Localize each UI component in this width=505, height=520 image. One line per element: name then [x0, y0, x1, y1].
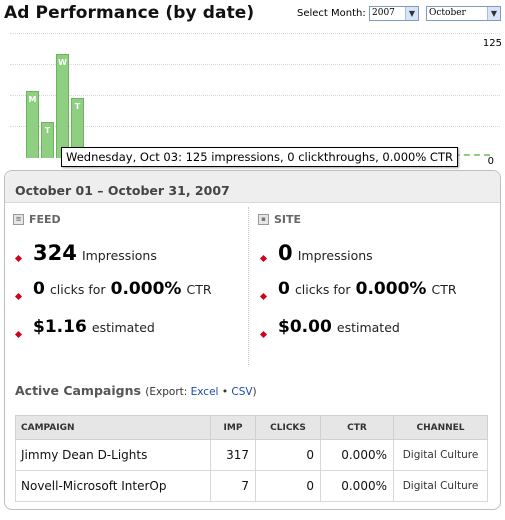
site-clicks-value: 0: [278, 279, 290, 299]
site-estimated-value: $0.00: [278, 317, 332, 337]
export-prefix: (Export:: [145, 386, 188, 398]
bullet-icon: [259, 292, 268, 301]
bullet-icon: [14, 254, 23, 263]
campaigns-heading: Active Campaigns (Export: Excel • CSV): [15, 383, 257, 398]
col-clicks[interactable]: CLICKS: [255, 415, 321, 440]
date-range: October 01 – October 31, 2007: [15, 183, 230, 198]
export-csv-link[interactable]: CSV: [231, 386, 253, 398]
feed-clicks-value: 0: [33, 279, 45, 299]
cell-clicks: 0: [255, 470, 321, 502]
cell-ctr: 0.000%: [320, 470, 394, 502]
site-clicks: 0 clicks for 0.000% CTR: [258, 279, 493, 317]
bullet-icon: [259, 330, 268, 339]
site-impressions-label: Impressions: [297, 248, 373, 263]
campaigns-table: CAMPAIGN IMP CLICKS CTR CHANNEL Jimmy De…: [15, 415, 488, 502]
chart-bar[interactable]: T: [71, 98, 84, 158]
bullet-icon: [14, 330, 23, 339]
feed-estimated-label: estimated: [91, 320, 155, 335]
feed-impressions-value: 324: [33, 241, 77, 265]
summary-panel: October 01 – October 31, 2007 ≋ FEED 324…: [4, 170, 501, 510]
month-select[interactable]: October ▼: [426, 6, 501, 21]
grid-line: [10, 33, 500, 34]
panel-header: October 01 – October 31, 2007: [5, 171, 500, 203]
cell-clicks: 0: [255, 439, 321, 471]
select-month-label: Select Month:: [297, 8, 366, 19]
site-impressions-value: 0: [278, 241, 293, 265]
export-separator: •: [221, 386, 229, 398]
bar-day-label: T: [74, 102, 81, 111]
site-heading-label: SITE: [274, 213, 302, 226]
cell-channel: Digital Culture: [393, 470, 488, 502]
bar-day-label: W: [58, 58, 67, 67]
cell-imp: 317: [210, 439, 256, 471]
site-ctr-label: CTR: [431, 282, 457, 297]
feed-impressions: 324 Impressions: [13, 241, 248, 279]
cell-imp: 7: [210, 470, 256, 502]
feed-ctr-value: 0.000%: [110, 279, 182, 299]
feed-clicks: 0 clicks for 0.000% CTR: [13, 279, 248, 317]
table-row: Jimmy Dean D-Lights 317 0 0.000% Digital…: [15, 439, 488, 471]
chart-bar[interactable]: M: [26, 91, 39, 158]
site-clicks-for-label: clicks for: [294, 282, 351, 297]
cell-campaign: Jimmy Dean D-Lights: [15, 439, 211, 471]
chart-bar[interactable]: W: [56, 54, 69, 158]
feed-estimated: $1.16 estimated: [13, 317, 248, 355]
grid-line: [10, 126, 500, 127]
bar-day-label: T: [44, 126, 51, 135]
page-title: Ad Performance (by date): [4, 3, 255, 23]
table-header-row: CAMPAIGN IMP CLICKS CTR CHANNEL: [15, 415, 488, 440]
site-column: ▪ SITE 0 Impressions 0 clicks for 0.000%…: [258, 213, 493, 355]
site-icon: ▪: [258, 214, 269, 225]
feed-heading-label: FEED: [29, 213, 61, 226]
bullet-icon: [14, 292, 23, 301]
col-campaign[interactable]: CAMPAIGN: [15, 415, 211, 440]
chart-bar[interactable]: T: [41, 122, 54, 158]
campaigns-title: Active Campaigns: [15, 383, 141, 398]
bullet-icon: [259, 254, 268, 263]
chevron-down-icon: ▼: [405, 7, 418, 20]
year-select[interactable]: 2007 ▼: [369, 6, 419, 21]
month-value: October: [429, 8, 466, 18]
impressions-chart: M T W T: [10, 33, 500, 158]
feed-impressions-label: Impressions: [81, 248, 157, 263]
col-ctr[interactable]: CTR: [320, 415, 394, 440]
export-links: (Export: Excel • CSV): [145, 386, 256, 398]
year-value: 2007: [372, 8, 395, 18]
bar-day-label: M: [28, 95, 37, 104]
feed-heading: ≋ FEED: [13, 213, 248, 227]
site-impressions: 0 Impressions: [258, 241, 493, 279]
column-divider: [248, 207, 249, 365]
export-excel-link[interactable]: Excel: [190, 386, 219, 398]
grid-line: [10, 95, 500, 96]
col-channel[interactable]: CHANNEL: [393, 415, 488, 440]
cell-campaign: Novell-Microsoft InterOp: [15, 470, 211, 502]
feed-column: ≋ FEED 324 Impressions 0 clicks for 0.00…: [13, 213, 248, 355]
col-imp[interactable]: IMP: [210, 415, 256, 440]
y-max-label: 125: [482, 38, 502, 49]
chart-tooltip: Wednesday, Oct 03: 125 impressions, 0 cl…: [61, 147, 458, 167]
export-suffix: ): [252, 386, 257, 398]
site-heading: ▪ SITE: [258, 213, 493, 227]
site-estimated: $0.00 estimated: [258, 317, 493, 355]
chevron-down-icon: ▼: [487, 7, 500, 20]
feed-clicks-for-label: clicks for: [49, 282, 106, 297]
cell-ctr: 0.000%: [320, 439, 394, 471]
site-estimated-label: estimated: [336, 320, 400, 335]
rss-icon: ≋: [13, 214, 24, 225]
y-min-label: 0: [487, 156, 494, 167]
cell-channel: Digital Culture: [393, 439, 488, 471]
feed-estimated-value: $1.16: [33, 317, 87, 337]
site-ctr-value: 0.000%: [355, 279, 427, 299]
grid-line: [10, 64, 500, 65]
table-row: Novell-Microsoft InterOp 7 0 0.000% Digi…: [15, 470, 488, 502]
feed-ctr-label: CTR: [186, 282, 212, 297]
